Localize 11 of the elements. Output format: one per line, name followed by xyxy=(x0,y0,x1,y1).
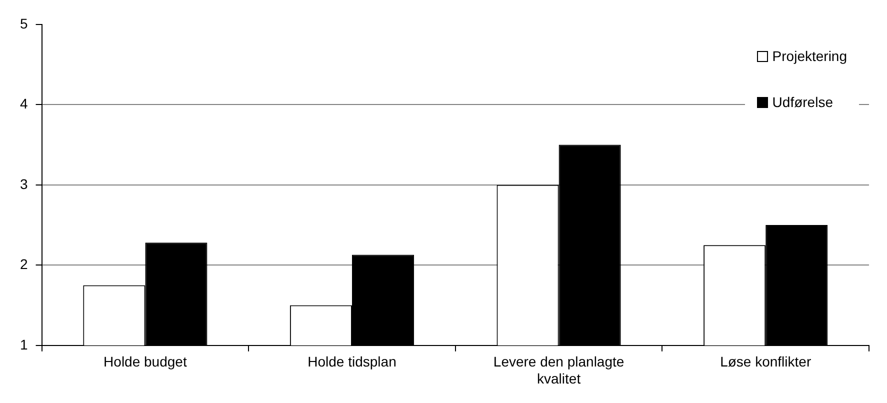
legend-label: Udførelse xyxy=(772,94,833,110)
legend-label: Projektering xyxy=(772,48,847,64)
y-tick-label: 1 xyxy=(20,336,28,352)
y-tick-label: 2 xyxy=(20,256,28,272)
y-tick-label: 5 xyxy=(20,15,28,32)
y-tick-label: 3 xyxy=(20,176,28,192)
x-tick-label: Levere den planlagte kvalitet xyxy=(493,354,624,386)
x-tick-label: Holde tidsplan xyxy=(308,354,396,370)
x-tick-label: Løse konflikter xyxy=(720,354,812,370)
x-tick-label: Holde budget xyxy=(104,354,187,370)
y-tick-label: 4 xyxy=(20,96,28,112)
